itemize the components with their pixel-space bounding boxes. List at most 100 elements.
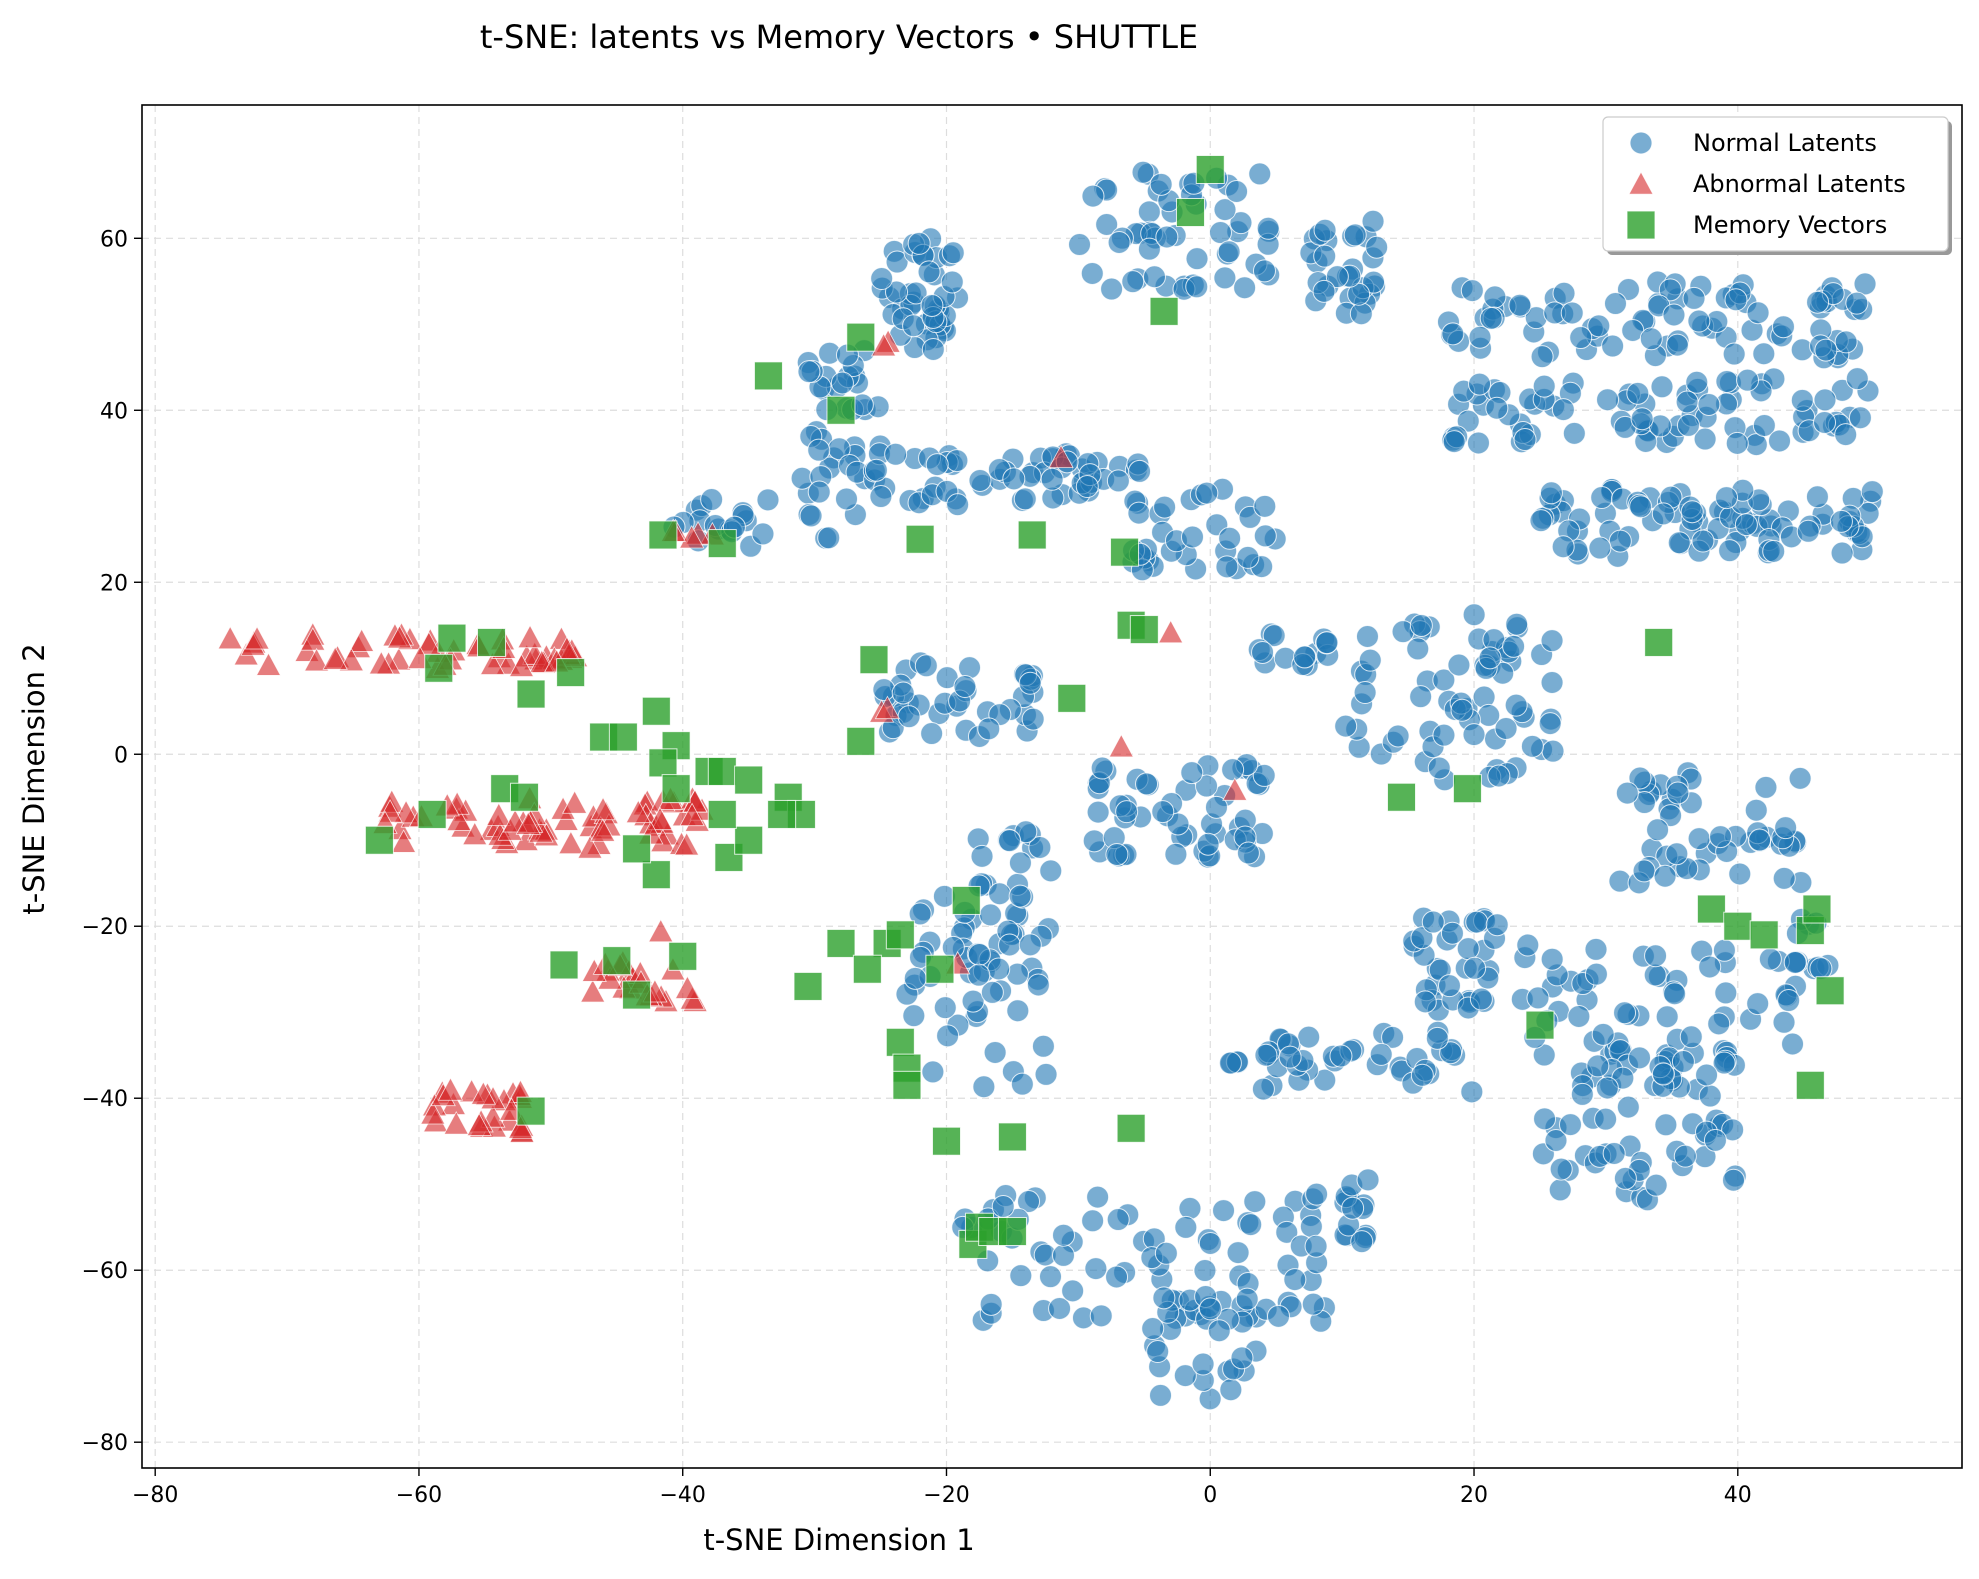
abnormal-latent-point (679, 802, 705, 827)
abnormal-latent-point (874, 695, 901, 720)
memory-vector-point (846, 726, 876, 756)
normal-latent-point (1427, 756, 1451, 780)
memory-vector-point (1110, 537, 1140, 567)
memory-vector-point (905, 524, 935, 554)
normal-latent-point (1334, 714, 1358, 738)
normal-latent-point (987, 957, 1011, 981)
normal-latent-point (953, 675, 977, 699)
normal-latent-point (1628, 766, 1652, 790)
memory-vector-point (846, 322, 876, 352)
memory-vector-point (556, 658, 586, 688)
memory-vector-point (1795, 1070, 1825, 1100)
normal-latent-point (958, 656, 982, 680)
normal-latent-point (1039, 1265, 1063, 1289)
memory-vector-point (1644, 627, 1674, 657)
normal-latent-point (902, 1004, 926, 1028)
normal-latent-point (1551, 398, 1575, 422)
memory-vector-point (707, 756, 737, 786)
normal-latent-point (1781, 1032, 1805, 1056)
normal-latent-point (1829, 509, 1853, 533)
normal-latent-point (1502, 634, 1526, 658)
memory-vector-point (1149, 296, 1179, 326)
normal-latent-point (1460, 1080, 1484, 1104)
normal-latent-point (1724, 288, 1748, 312)
normal-latent-point (1278, 1045, 1302, 1069)
normal-latent-point (1456, 409, 1480, 433)
abnormal-latent-point (562, 790, 588, 814)
normal-latent-point (1141, 1317, 1165, 1341)
abnormal-latent-point (255, 652, 282, 676)
normal-latent-point (891, 681, 915, 705)
normal-latent-point (1466, 431, 1490, 455)
normal-latent-point (1584, 962, 1608, 986)
normal-latent-point (1325, 265, 1349, 289)
memory-vector-point (826, 395, 856, 425)
normal-latent-point (1341, 1196, 1365, 1220)
normal-latent-point (1479, 306, 1503, 330)
normal-latent-point (1225, 180, 1249, 204)
normal-latent-point (1468, 372, 1492, 396)
memory-vector-point (1386, 782, 1416, 812)
normal-latent-point (1513, 428, 1537, 452)
normal-latent-point (1217, 240, 1241, 264)
normal-latent-point (1355, 624, 1379, 648)
normal-latent-point (1722, 342, 1746, 366)
normal-latent-point (1698, 1084, 1722, 1108)
normal-latent-point (972, 1075, 996, 1099)
normal-latent-point (1421, 910, 1445, 934)
normal-latent-point (1650, 375, 1674, 399)
memory-vector-point (516, 679, 546, 709)
normal-latent-point (1173, 1364, 1197, 1388)
normal-latent-point (1350, 1230, 1374, 1254)
normal-latent-point (1299, 1214, 1323, 1238)
normal-latent-point (1714, 486, 1738, 510)
y-tick-label: 20 (100, 571, 128, 596)
normal-latent-point (1236, 841, 1260, 865)
normal-latent-point (1369, 1042, 1393, 1066)
series-triangle (217, 329, 1248, 1144)
memory-vector-point (641, 860, 671, 890)
normal-latent-point (756, 488, 780, 512)
normal-latent-point (1221, 758, 1245, 782)
normal-latent-point (1080, 261, 1104, 285)
normal-latent-point (1198, 1297, 1222, 1321)
normal-latent-point (1848, 406, 1872, 430)
normal-latent-point (979, 1292, 1003, 1316)
normal-latent-point (1526, 986, 1550, 1010)
normal-latent-point (1569, 326, 1593, 350)
normal-latent-point (1667, 531, 1691, 555)
normal-latent-point (1532, 374, 1556, 398)
normal-latent-point (1601, 334, 1625, 358)
normal-latent-point (1596, 388, 1620, 412)
normal-latent-point (1608, 869, 1632, 893)
normal-latent-point (961, 989, 985, 1013)
memory-vector-point (997, 1122, 1027, 1152)
normal-latent-point (970, 844, 994, 868)
normal-latent-point (1529, 509, 1553, 533)
abnormal-latent-point (390, 829, 417, 853)
x-tick-label: −80 (132, 1483, 178, 1508)
normal-latent-point (1468, 325, 1492, 349)
normal-latent-point (1086, 800, 1110, 824)
memory-vector-point (826, 928, 856, 958)
abnormal-latent-point (466, 1112, 492, 1136)
normal-latent-point (884, 280, 908, 304)
normal-latent-point (1185, 247, 1209, 271)
normal-latent-point (1235, 1287, 1259, 1311)
normal-latent-point (1754, 775, 1778, 799)
normal-latent-point (1494, 716, 1518, 740)
memory-vector-point (1452, 774, 1482, 804)
normal-latent-point (1413, 990, 1437, 1014)
normal-latent-point (1447, 653, 1471, 677)
normal-latent-point (1105, 1265, 1129, 1289)
normal-latent-point (921, 1060, 945, 1084)
normal-latent-point (885, 250, 909, 274)
memory-vector-point (892, 1070, 922, 1100)
normal-latent-point (1712, 1051, 1736, 1075)
normal-latent-point (1626, 381, 1650, 405)
memory-vector-point (707, 799, 737, 829)
normal-latent-point (1680, 500, 1704, 524)
normal-latent-point (1365, 235, 1389, 259)
normal-latent-point (1463, 956, 1487, 980)
normal-latent-point (1613, 1001, 1637, 1025)
